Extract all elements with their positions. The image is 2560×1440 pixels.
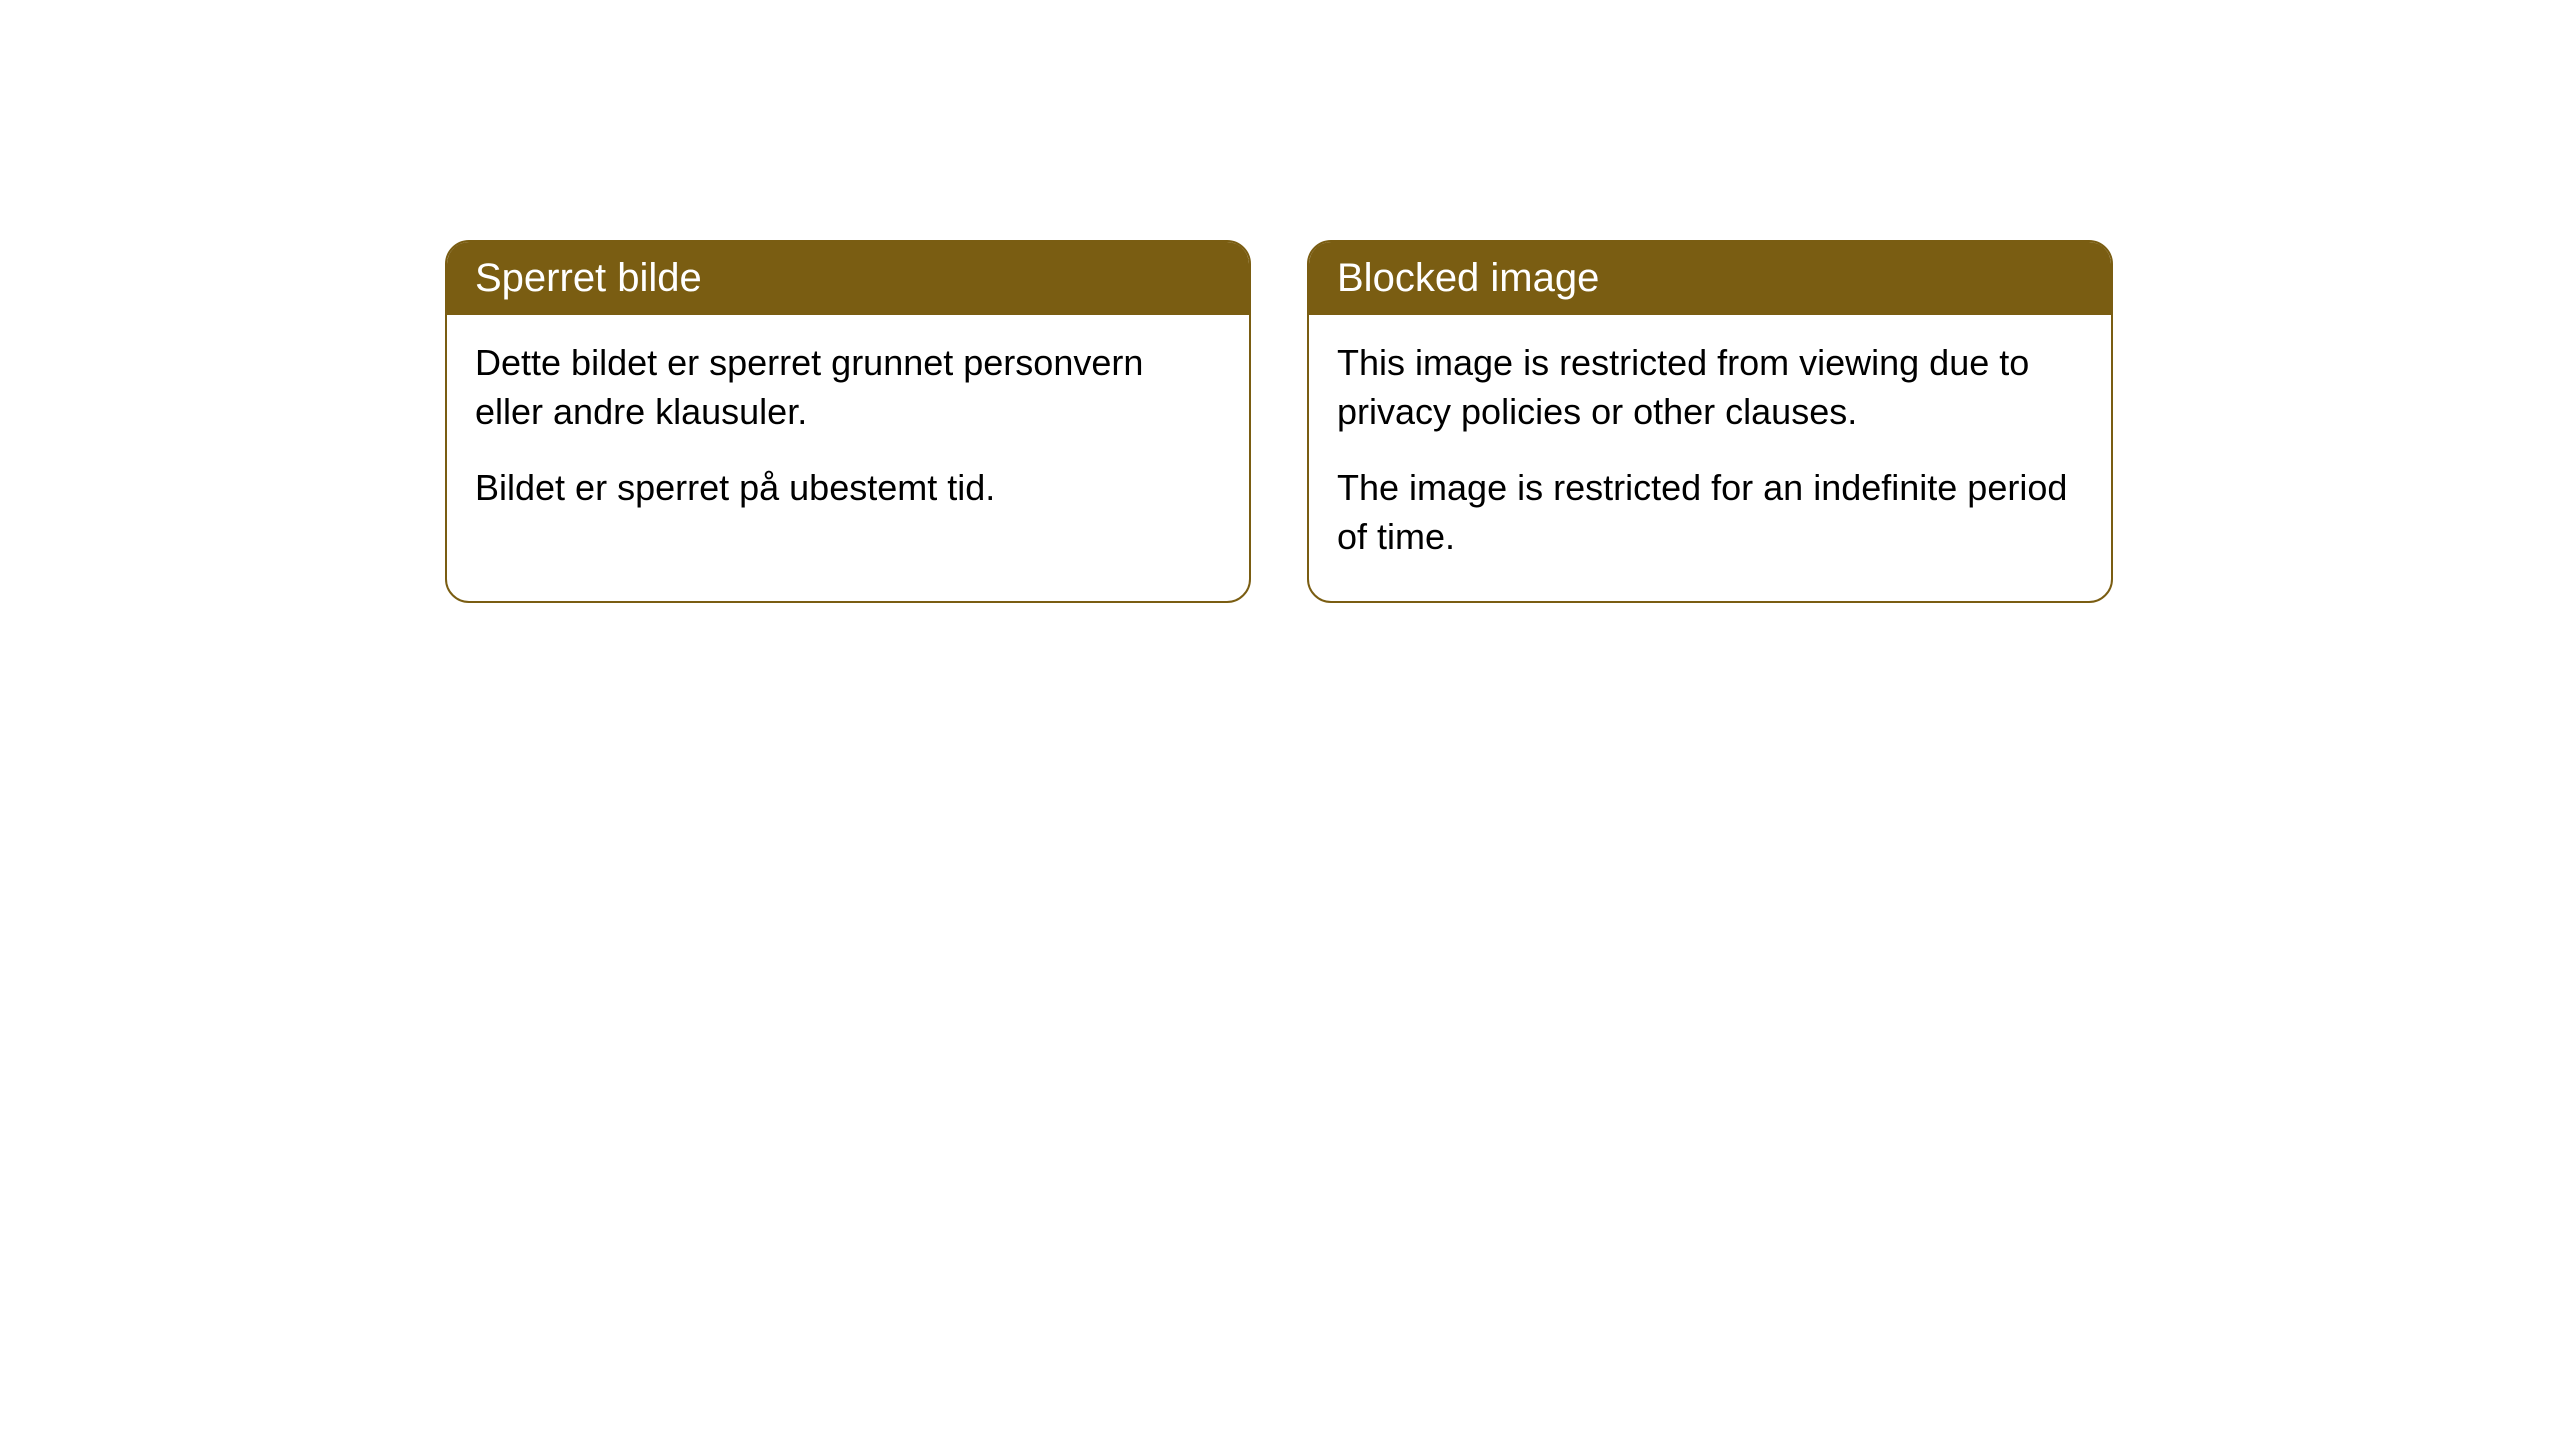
card-header: Sperret bilde xyxy=(447,242,1249,315)
card-title: Blocked image xyxy=(1337,256,1599,300)
card-body: Dette bildet er sperret grunnet personve… xyxy=(447,315,1249,553)
card-paragraph: This image is restricted from viewing du… xyxy=(1337,339,2083,436)
card-header: Blocked image xyxy=(1309,242,2111,315)
card-paragraph: Bildet er sperret på ubestemt tid. xyxy=(475,464,1221,513)
card-paragraph: The image is restricted for an indefinit… xyxy=(1337,464,2083,561)
card-title: Sperret bilde xyxy=(475,256,702,300)
card-paragraph: Dette bildet er sperret grunnet personve… xyxy=(475,339,1221,436)
blocked-image-card-norwegian: Sperret bilde Dette bildet er sperret gr… xyxy=(445,240,1251,603)
blocked-image-card-english: Blocked image This image is restricted f… xyxy=(1307,240,2113,603)
card-body: This image is restricted from viewing du… xyxy=(1309,315,2111,601)
